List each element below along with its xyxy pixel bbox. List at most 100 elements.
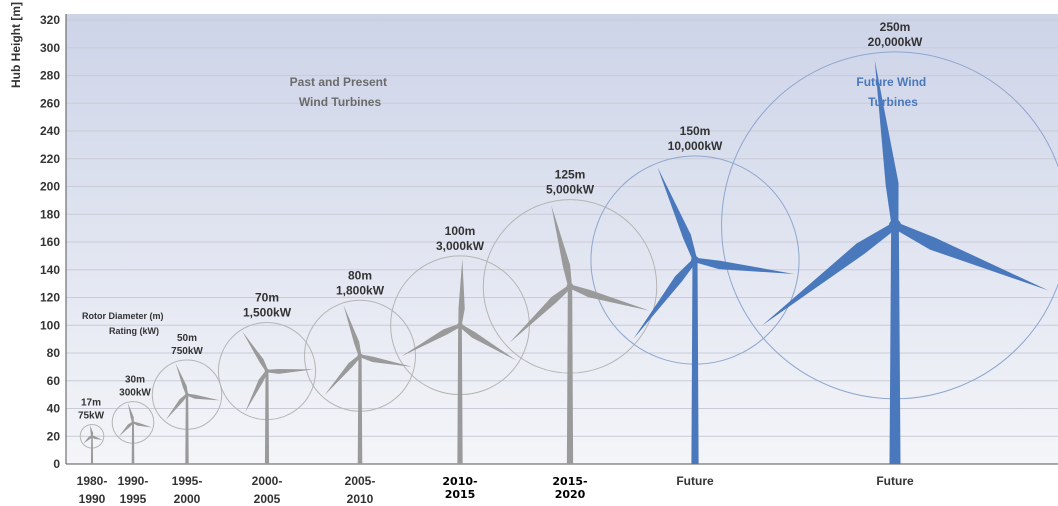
- turbine-blade: [359, 354, 413, 367]
- x-category-line: 2010: [347, 492, 374, 506]
- turbine-blade: [83, 435, 93, 444]
- x-category-line: 2000: [174, 492, 201, 506]
- y-tick-label: 160: [40, 235, 60, 249]
- turbine-tower: [691, 260, 699, 464]
- x-category-line: 2010-: [442, 475, 477, 488]
- y-tick-label: 260: [40, 96, 60, 110]
- rating-label: 75kW: [78, 410, 105, 421]
- y-tick-label: 200: [40, 180, 60, 194]
- rotor-diameter-label: 80m: [348, 268, 372, 282]
- x-category-line: 1990-: [118, 474, 149, 488]
- x-category-label: 2005- 2010: [345, 474, 376, 506]
- x-category-label: 2015-2020: [552, 475, 587, 501]
- turbine: [401, 258, 517, 464]
- rating-label: 750kW: [171, 346, 203, 357]
- turbine-hub: [566, 282, 574, 290]
- turbine-hub: [90, 434, 94, 438]
- turbine-blade: [343, 305, 362, 357]
- turbine-blade: [458, 258, 465, 326]
- rotor-diameter-label: 150m: [680, 124, 711, 138]
- rotor-diameter-label: 50m: [177, 333, 197, 344]
- turbine-spec: 70m 1,500kW: [243, 290, 292, 319]
- x-category-label: Future: [676, 474, 714, 488]
- rating-label: 5,000kW: [546, 183, 595, 197]
- y-axis-label: Hub Height [m]: [9, 2, 23, 88]
- y-tick-label: 20: [47, 429, 61, 443]
- x-category-label: 1995- 2000: [172, 474, 203, 506]
- x-category-line: Future: [876, 474, 914, 488]
- turbine-hub: [185, 392, 189, 397]
- turbine-tower: [889, 225, 901, 464]
- x-category-label: 2000- 2005: [252, 474, 283, 506]
- turbine-blade: [132, 421, 153, 428]
- turbine-blade: [90, 425, 94, 437]
- turbine-blade: [175, 363, 189, 395]
- x-category-line: 2015: [445, 488, 476, 501]
- turbine-blade: [186, 393, 220, 401]
- turbine-spec: 17m 75kW: [78, 397, 105, 421]
- turbine-tower: [566, 286, 574, 464]
- y-tick-label: 320: [40, 13, 60, 27]
- x-category-line: 1995: [120, 492, 147, 506]
- y-ticks: 0 20 40 60 80 100 120 140 160 180 200 220 240 260 280 3…: [40, 13, 60, 471]
- x-category-label: 2010-2015: [442, 475, 477, 501]
- rating-label: 20,000kW: [868, 35, 923, 49]
- turbine: [324, 305, 413, 464]
- turbine-hub: [691, 256, 699, 264]
- turbine-blade: [459, 323, 517, 361]
- y-tick-label: 300: [40, 41, 60, 55]
- turbine-blade: [509, 284, 572, 344]
- turbine: [165, 363, 220, 464]
- turbine-blade: [266, 368, 314, 374]
- x-category-line: 1995-: [172, 474, 203, 488]
- turbine-blade: [324, 354, 362, 396]
- turbine: [762, 60, 1049, 464]
- turbine-spec: 50m 750kW: [171, 333, 203, 357]
- rating-label: 1,500kW: [243, 305, 292, 319]
- x-category-line: 1980-: [77, 474, 108, 488]
- x-category-label: 1990- 1995: [118, 474, 149, 506]
- turbine-blade: [245, 370, 269, 413]
- turbine-hub: [264, 368, 270, 374]
- turbine-blade: [242, 331, 269, 372]
- x-category-label: Future: [876, 474, 914, 488]
- turbine-spec: 125m 5,000kW: [546, 168, 595, 197]
- turbine-blade: [91, 435, 103, 441]
- x-category-line: 2005-: [345, 474, 376, 488]
- turbine-tower: [357, 355, 363, 464]
- turbine-tower: [185, 394, 189, 464]
- x-category-line: 2005: [254, 492, 281, 506]
- rating-label: 10,000kW: [668, 139, 723, 153]
- turbine: [633, 167, 794, 464]
- turbine-blade: [401, 323, 461, 357]
- turbine: [509, 205, 650, 464]
- x-category-line: 2000-: [252, 474, 283, 488]
- y-tick-label: 60: [47, 374, 61, 388]
- rotor-diameter-label: 70m: [255, 290, 279, 304]
- turbine-spec: 150m 10,000kW: [668, 124, 723, 153]
- rotor-diameter-label: 17m: [81, 397, 101, 408]
- turbine: [118, 403, 153, 464]
- x-categories: 1980- 1990 1990- 1995 1995- 2000 2000- 2005 2005…: [77, 474, 914, 506]
- turbine-blade: [893, 222, 1049, 291]
- rotor-diameter-label: 250m: [880, 20, 911, 34]
- turbines: [83, 60, 1049, 464]
- x-category-label: 1980- 1990: [77, 474, 108, 506]
- turbine-spec: 100m 3,000kW: [436, 224, 485, 253]
- y-tick-label: 0: [53, 457, 60, 471]
- rotor-diameter-label: 30m: [125, 375, 145, 386]
- turbine-blade: [874, 60, 899, 226]
- y-tick-label: 220: [40, 152, 60, 166]
- turbine-blade: [118, 421, 134, 437]
- x-category-line: 2020: [555, 488, 586, 501]
- turbine-tower: [457, 325, 463, 464]
- y-tick-label: 140: [40, 263, 60, 277]
- y-tick-label: 240: [40, 124, 60, 138]
- turbine-spec: 80m 1,800kW: [336, 268, 385, 297]
- past-annotation: Past and Present Wind Turbines: [290, 75, 391, 109]
- turbine-blade: [127, 403, 134, 423]
- legend-annotation: Rotor Diameter (m) Rating (kW): [82, 311, 166, 336]
- turbine-hub: [888, 219, 902, 232]
- rating-label: 3,000kW: [436, 239, 485, 253]
